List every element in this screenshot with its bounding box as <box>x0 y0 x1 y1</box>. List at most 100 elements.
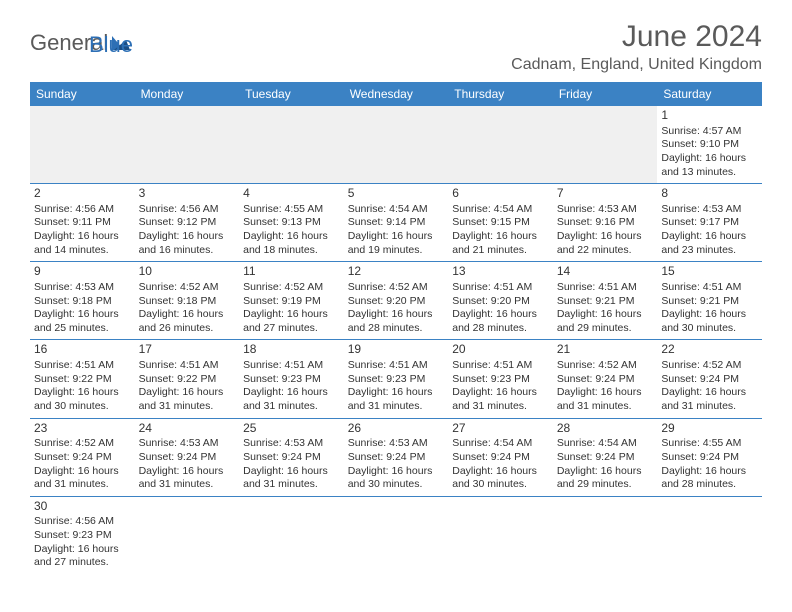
calendar-body: 1Sunrise: 4:57 AMSunset: 9:10 PMDaylight… <box>30 106 762 574</box>
sunrise-line: Sunrise: 4:51 AM <box>139 359 236 373</box>
logo-blue-text-wrap: Blue <box>35 50 133 76</box>
daylight-line-1: Daylight: 16 hours <box>348 386 445 400</box>
calendar-cell: 10Sunrise: 4:52 AMSunset: 9:18 PMDayligh… <box>135 262 240 340</box>
sunrise-line: Sunrise: 4:57 AM <box>661 125 758 139</box>
day-number: 15 <box>661 264 758 280</box>
day-header: Thursday <box>448 82 553 106</box>
sunset-line: Sunset: 9:24 PM <box>34 451 131 465</box>
sunrise-line: Sunrise: 4:53 AM <box>139 437 236 451</box>
daylight-line-2: and 28 minutes. <box>661 478 758 492</box>
daylight-line-2: and 31 minutes. <box>661 400 758 414</box>
sunrise-line: Sunrise: 4:53 AM <box>661 203 758 217</box>
sunset-line: Sunset: 9:23 PM <box>34 529 131 543</box>
day-header: Monday <box>135 82 240 106</box>
day-number: 8 <box>661 186 758 202</box>
sunrise-line: Sunrise: 4:51 AM <box>243 359 340 373</box>
day-header: Saturday <box>657 82 762 106</box>
sunset-line: Sunset: 9:24 PM <box>557 373 654 387</box>
sunrise-line: Sunrise: 4:56 AM <box>34 515 131 529</box>
sunset-line: Sunset: 9:17 PM <box>661 216 758 230</box>
day-number: 6 <box>452 186 549 202</box>
sunrise-line: Sunrise: 4:56 AM <box>34 203 131 217</box>
daylight-line-2: and 31 minutes. <box>243 400 340 414</box>
sunset-line: Sunset: 9:21 PM <box>661 295 758 309</box>
sunrise-line: Sunrise: 4:54 AM <box>452 437 549 451</box>
calendar-row: 16Sunrise: 4:51 AMSunset: 9:22 PMDayligh… <box>30 340 762 418</box>
sunset-line: Sunset: 9:23 PM <box>348 373 445 387</box>
sunset-line: Sunset: 9:24 PM <box>139 451 236 465</box>
daylight-line-2: and 29 minutes. <box>557 478 654 492</box>
logo-text-blue: Blue <box>89 32 133 57</box>
day-number: 18 <box>243 342 340 358</box>
sunset-line: Sunset: 9:13 PM <box>243 216 340 230</box>
title-block: June 2024 Cadnam, England, United Kingdo… <box>511 20 762 74</box>
daylight-line-1: Daylight: 16 hours <box>557 386 654 400</box>
sunset-line: Sunset: 9:12 PM <box>139 216 236 230</box>
sunset-line: Sunset: 9:14 PM <box>348 216 445 230</box>
daylight-line-1: Daylight: 16 hours <box>557 465 654 479</box>
sunrise-line: Sunrise: 4:56 AM <box>139 203 236 217</box>
sunset-line: Sunset: 9:22 PM <box>139 373 236 387</box>
daylight-line-2: and 30 minutes. <box>348 478 445 492</box>
daylight-line-1: Daylight: 16 hours <box>557 230 654 244</box>
calendar-row: 23Sunrise: 4:52 AMSunset: 9:24 PMDayligh… <box>30 418 762 496</box>
sunset-line: Sunset: 9:20 PM <box>452 295 549 309</box>
day-number: 30 <box>34 499 131 515</box>
day-header: Friday <box>553 82 658 106</box>
calendar-cell: 17Sunrise: 4:51 AMSunset: 9:22 PMDayligh… <box>135 340 240 418</box>
day-header: Tuesday <box>239 82 344 106</box>
daylight-line-2: and 14 minutes. <box>34 244 131 258</box>
sunrise-line: Sunrise: 4:51 AM <box>348 359 445 373</box>
sunrise-line: Sunrise: 4:53 AM <box>243 437 340 451</box>
sunset-line: Sunset: 9:19 PM <box>243 295 340 309</box>
calendar-row: 30Sunrise: 4:56 AMSunset: 9:23 PMDayligh… <box>30 496 762 574</box>
daylight-line-2: and 30 minutes. <box>34 400 131 414</box>
daylight-line-2: and 18 minutes. <box>243 244 340 258</box>
sunset-line: Sunset: 9:24 PM <box>243 451 340 465</box>
sunrise-line: Sunrise: 4:52 AM <box>34 437 131 451</box>
sunset-line: Sunset: 9:24 PM <box>452 451 549 465</box>
calendar-cell: 3Sunrise: 4:56 AMSunset: 9:12 PMDaylight… <box>135 184 240 262</box>
calendar-cell: 7Sunrise: 4:53 AMSunset: 9:16 PMDaylight… <box>553 184 658 262</box>
day-number: 3 <box>139 186 236 202</box>
calendar-cell <box>135 496 240 574</box>
daylight-line-1: Daylight: 16 hours <box>243 308 340 322</box>
month-title: June 2024 <box>511 20 762 54</box>
sunrise-line: Sunrise: 4:52 AM <box>348 281 445 295</box>
daylight-line-2: and 27 minutes. <box>34 556 131 570</box>
daylight-line-2: and 31 minutes. <box>557 400 654 414</box>
daylight-line-1: Daylight: 16 hours <box>243 230 340 244</box>
daylight-line-2: and 28 minutes. <box>348 322 445 336</box>
day-number: 5 <box>348 186 445 202</box>
calendar-row: 2Sunrise: 4:56 AMSunset: 9:11 PMDaylight… <box>30 184 762 262</box>
daylight-line-2: and 26 minutes. <box>139 322 236 336</box>
daylight-line-2: and 19 minutes. <box>348 244 445 258</box>
calendar-page: General June 2024 Cadnam, England, Unite… <box>0 0 792 594</box>
daylight-line-1: Daylight: 16 hours <box>243 386 340 400</box>
calendar-cell: 4Sunrise: 4:55 AMSunset: 9:13 PMDaylight… <box>239 184 344 262</box>
daylight-line-2: and 16 minutes. <box>139 244 236 258</box>
sunset-line: Sunset: 9:18 PM <box>34 295 131 309</box>
sunset-line: Sunset: 9:24 PM <box>348 451 445 465</box>
calendar-table: SundayMondayTuesdayWednesdayThursdayFrid… <box>30 82 762 574</box>
daylight-line-2: and 28 minutes. <box>452 322 549 336</box>
calendar-cell <box>30 106 135 184</box>
daylight-line-2: and 27 minutes. <box>243 322 340 336</box>
daylight-line-2: and 31 minutes. <box>34 478 131 492</box>
calendar-cell: 20Sunrise: 4:51 AMSunset: 9:23 PMDayligh… <box>448 340 553 418</box>
calendar-cell: 30Sunrise: 4:56 AMSunset: 9:23 PMDayligh… <box>30 496 135 574</box>
daylight-line-1: Daylight: 16 hours <box>34 230 131 244</box>
daylight-line-2: and 31 minutes. <box>348 400 445 414</box>
calendar-cell: 19Sunrise: 4:51 AMSunset: 9:23 PMDayligh… <box>344 340 449 418</box>
calendar-cell: 24Sunrise: 4:53 AMSunset: 9:24 PMDayligh… <box>135 418 240 496</box>
calendar-cell: 15Sunrise: 4:51 AMSunset: 9:21 PMDayligh… <box>657 262 762 340</box>
location-text: Cadnam, England, United Kingdom <box>511 56 762 74</box>
calendar-row: 9Sunrise: 4:53 AMSunset: 9:18 PMDaylight… <box>30 262 762 340</box>
daylight-line-1: Daylight: 16 hours <box>34 308 131 322</box>
sunset-line: Sunset: 9:15 PM <box>452 216 549 230</box>
sunrise-line: Sunrise: 4:51 AM <box>452 281 549 295</box>
daylight-line-1: Daylight: 16 hours <box>661 152 758 166</box>
day-number: 27 <box>452 421 549 437</box>
sunset-line: Sunset: 9:24 PM <box>661 373 758 387</box>
calendar-cell <box>553 496 658 574</box>
